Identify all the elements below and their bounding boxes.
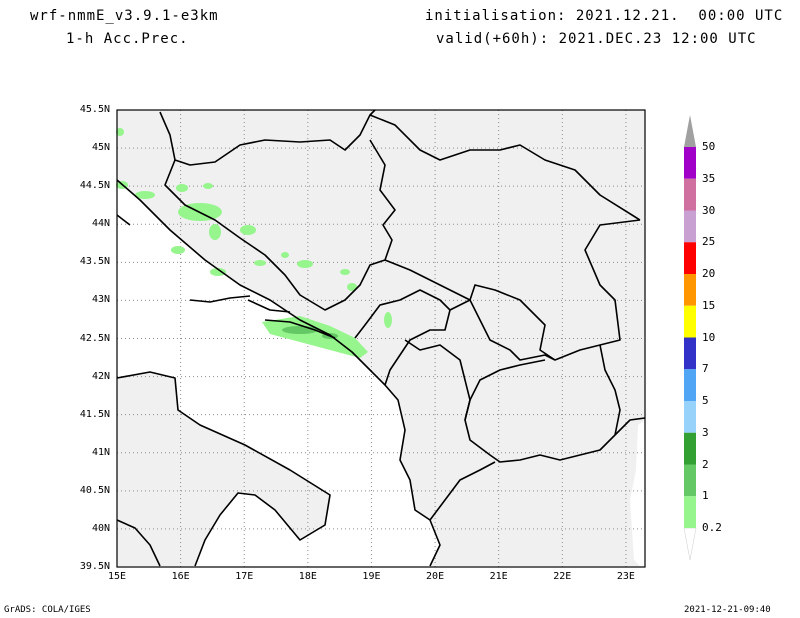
precip-patch bbox=[297, 260, 313, 268]
latitude-label: 45N bbox=[91, 142, 110, 154]
colorbar-swatch bbox=[684, 337, 696, 370]
latitude-label: 43.5N bbox=[79, 256, 110, 268]
island-north bbox=[116, 214, 131, 226]
border-greece bbox=[429, 461, 496, 521]
precip-patch bbox=[203, 183, 213, 189]
field-name: 1-h Acc.Prec. bbox=[66, 31, 189, 47]
colorbar-label: 20 bbox=[702, 267, 716, 280]
island-hvar bbox=[189, 295, 251, 303]
latitude-label: 39.5N bbox=[79, 561, 110, 572]
longitude-label: 19E bbox=[362, 571, 381, 582]
latitude-label: 41.5N bbox=[79, 408, 110, 420]
colorbar-label: 2 bbox=[702, 457, 709, 471]
grads-credit: GrADS: COLA/IGES bbox=[4, 605, 91, 615]
valid-time: valid(+60h): 2021.DEC.23 12:00 UTC bbox=[436, 31, 757, 47]
model-name: wrf-nmmE_v3.9.1-e3km bbox=[30, 8, 219, 24]
border-kosovo bbox=[449, 299, 556, 361]
border-serbia-east bbox=[384, 219, 641, 361]
latitude-label: 44.5N bbox=[79, 180, 110, 192]
colorbar-swatch bbox=[684, 147, 696, 179]
colorbar-swatch bbox=[684, 274, 696, 306]
latitude-label: 42.5N bbox=[79, 332, 110, 344]
longitude-label: 20E bbox=[426, 571, 445, 582]
colorbar-label: 35 bbox=[702, 171, 716, 185]
precip-patch bbox=[116, 128, 124, 136]
colorbar-label: 25 bbox=[702, 235, 716, 249]
plot-border bbox=[116, 109, 646, 568]
longitude-label: 21E bbox=[489, 571, 508, 582]
latitude-label: 40N bbox=[91, 522, 110, 534]
colorbar-label: 10 bbox=[702, 330, 716, 344]
creation-timestamp: 2021-12-21-09:40 bbox=[684, 605, 771, 615]
longitude-label: 16E bbox=[171, 571, 190, 582]
colorbar-swatch bbox=[684, 305, 696, 338]
longitude-label: 22E bbox=[553, 571, 572, 582]
colorbar-label: 0.2 bbox=[702, 521, 722, 534]
colorbar-swatch bbox=[684, 242, 696, 274]
colorbar-label: 5 bbox=[702, 394, 709, 407]
precip-patch bbox=[210, 268, 226, 276]
border-serbia-romania bbox=[369, 114, 641, 221]
latitude-label: 44N bbox=[91, 218, 110, 230]
initialisation-time: initialisation: 2021.12.21. 00:00 UTC bbox=[425, 8, 784, 24]
coastline-italy bbox=[116, 371, 331, 567]
precip-patch bbox=[254, 260, 266, 266]
precip-patch bbox=[347, 283, 357, 291]
colorbar-swatch bbox=[684, 210, 696, 243]
longitude-label: 18E bbox=[298, 571, 317, 582]
colorbar-label: 7 bbox=[702, 362, 709, 376]
colorbar-swatch bbox=[684, 401, 696, 433]
border-bulgaria bbox=[599, 344, 621, 436]
precip-patch bbox=[340, 269, 350, 275]
precip-patch bbox=[176, 184, 188, 192]
precipitation-layer bbox=[116, 128, 392, 358]
latitude-label: 43N bbox=[91, 294, 110, 306]
precip-patch bbox=[209, 224, 221, 240]
island-korcula bbox=[247, 299, 291, 313]
coastline-italy-west bbox=[116, 519, 161, 567]
longitude-label: 23E bbox=[616, 571, 635, 582]
latitude-label: 42N bbox=[91, 370, 110, 382]
longitude-label: 17E bbox=[235, 571, 254, 582]
precip-patch bbox=[281, 252, 289, 258]
precip-band bbox=[262, 316, 368, 358]
colorbar-label: 15 bbox=[702, 298, 716, 312]
colorbar-swatch bbox=[684, 464, 696, 497]
precip-patch bbox=[384, 312, 392, 328]
precip-patch bbox=[240, 225, 256, 235]
colorbar-top-arrow bbox=[684, 115, 696, 147]
border-albania-greece bbox=[404, 339, 646, 463]
colorbar-label: 3 bbox=[702, 425, 709, 439]
precip-patch bbox=[171, 246, 185, 254]
colorbar-label: 50 bbox=[702, 140, 716, 153]
colorbar-label: 1 bbox=[702, 489, 709, 503]
colorbar-swatch bbox=[684, 496, 696, 528]
colorbar-swatch bbox=[684, 369, 696, 401]
longitude-label: 15E bbox=[107, 571, 127, 582]
colorbar-bottom-arrow bbox=[683, 527, 697, 561]
colorbar-swatch bbox=[684, 432, 696, 465]
colorbar-label: 30 bbox=[702, 203, 716, 217]
colorbar-swatch bbox=[684, 178, 696, 211]
precip-patch bbox=[135, 191, 155, 199]
island-peljesac bbox=[264, 319, 336, 339]
colorbar bbox=[683, 115, 697, 561]
latitude-label: 41N bbox=[91, 446, 110, 458]
border-macedonia bbox=[464, 359, 546, 421]
latitude-label: 40.5N bbox=[79, 484, 110, 496]
border-bih bbox=[164, 139, 396, 311]
coastline-adriatic bbox=[116, 179, 441, 567]
borders bbox=[116, 109, 646, 567]
latitude-label: 45.5N bbox=[79, 104, 110, 115]
